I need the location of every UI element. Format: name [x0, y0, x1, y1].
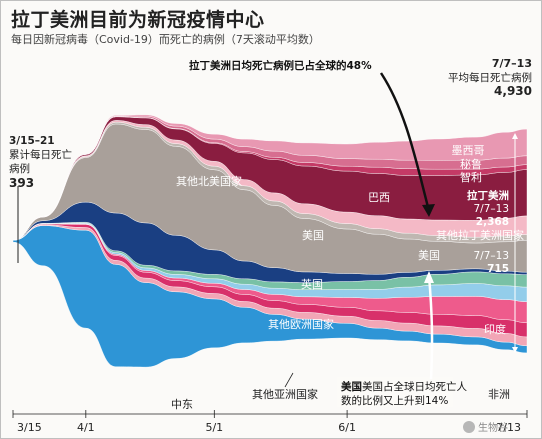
latam-right-line2: 7/7–13: [473, 203, 509, 215]
label-india: 印度: [484, 322, 506, 336]
x-tick-label: 3/15: [17, 421, 42, 434]
label-other-asia-leader: [284, 372, 294, 388]
label-brazil: 巴西: [368, 191, 390, 204]
right-annot-line2: 平均每日死亡病例: [448, 71, 532, 84]
left-annot-line2: 累计每日死亡: [9, 148, 72, 161]
label-other-asia: 其他亚洲国家: [252, 387, 318, 401]
x-axis: 3/15 4/1 5/1 6/1 7/13: [12, 410, 528, 434]
latam-share-arrowhead: [422, 204, 435, 217]
x-tick-label: 4/1: [77, 421, 95, 434]
us-share-line2: 数的比例又上升到14%: [341, 394, 448, 407]
label-uk: 英国: [301, 277, 323, 291]
left-annot-value: 393: [9, 176, 34, 190]
label-other-latam: 其他拉丁美洲国家: [436, 228, 524, 242]
label-mideast: 中东: [171, 398, 193, 411]
label-peru: 秘鲁: [460, 157, 482, 171]
x-tick-label: 6/1: [338, 421, 356, 434]
watermark-text: 生物谷: [478, 421, 508, 434]
us-share-arrowhead: [424, 271, 434, 283]
stream-layers: [12, 114, 528, 368]
us-right-value: 715: [487, 263, 509, 275]
latam-right-line1: 拉丁美洲: [467, 189, 509, 202]
label-other-na: 其他北美国家: [176, 174, 242, 188]
chart-subtitle: 每日因新冠病毒（Covid-19）而死亡的病例（7天滚动平均数）: [11, 33, 320, 46]
label-chile: 智利: [460, 170, 482, 184]
right-annot-line1: 7/7–13: [492, 57, 532, 70]
latam-right-value: 2,368: [476, 216, 509, 228]
us-right-line1: 7/7–13: [473, 250, 509, 262]
label-africa: 非洲: [488, 388, 510, 401]
label-other-eu: 其他欧洲国家: [268, 317, 334, 331]
x-tick-label: 5/1: [205, 421, 223, 434]
stream-layer: [12, 114, 528, 241]
left-annot-line3: 病例: [9, 162, 30, 175]
latam-share-arrow-line: [379, 72, 431, 212]
watermark: 生物谷: [463, 421, 508, 434]
label-mexico: 墨西哥: [452, 144, 485, 157]
label-us: 美国: [302, 229, 324, 242]
us-share-bg: [337, 377, 453, 407]
left-annot-line1: 3/15–21: [9, 135, 55, 147]
latam-share-annot: 拉丁美洲日均死亡病例已占全球的48%: [189, 59, 372, 72]
us-share-arrow-line: [427, 275, 434, 380]
label-us-right: 美国: [418, 249, 440, 262]
watermark-icon: [463, 421, 475, 433]
chart-title: 拉丁美洲目前为新冠疫情中心: [11, 9, 265, 31]
total-bracket-bottom: [512, 347, 518, 353]
us-share-line1: 美国美国占全球日均死亡人: [341, 380, 467, 393]
total-bracket-top: [512, 133, 518, 139]
right-annot-value: 4,930: [494, 84, 532, 98]
x-tick-label: 7/13: [496, 421, 521, 434]
